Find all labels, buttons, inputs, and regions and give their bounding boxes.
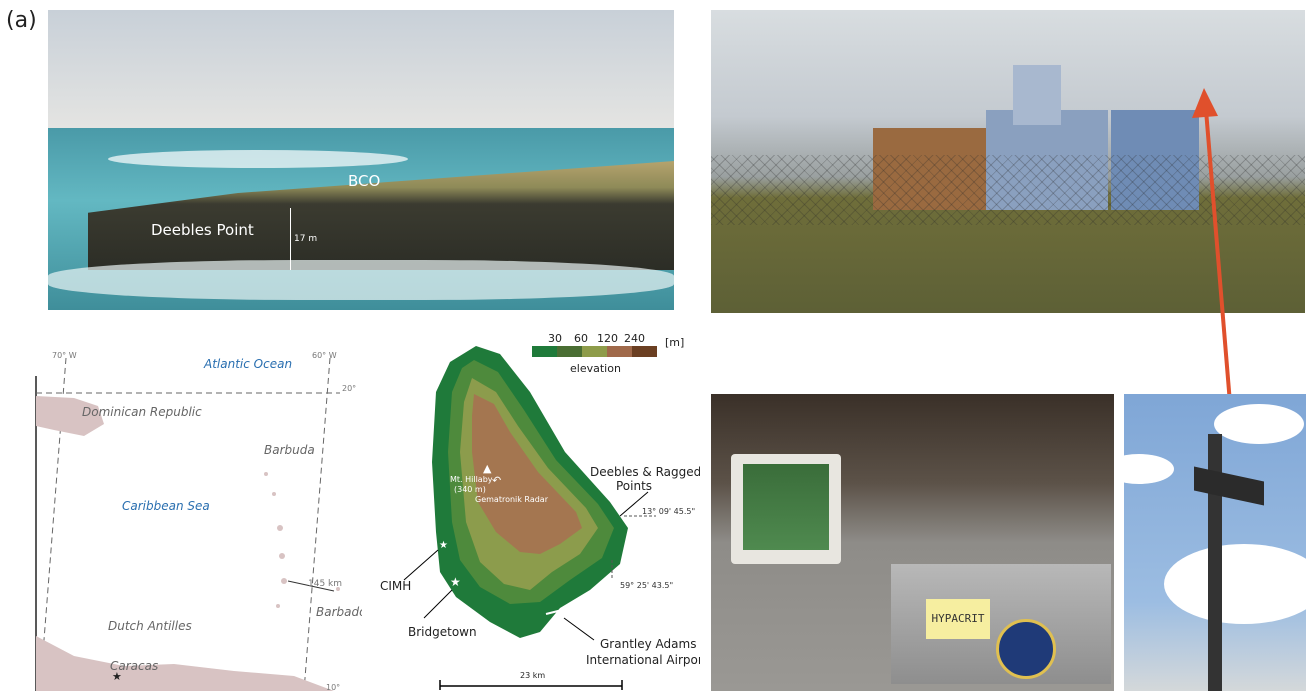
points-label: Deebles & Ragged bbox=[590, 465, 700, 479]
dutch-antilles-label: Dutch Antilles bbox=[108, 619, 192, 633]
distance-label: 145 km bbox=[308, 579, 342, 589]
mountain-label: Mt. Hillaby bbox=[450, 475, 493, 484]
mountain-icon: ▲ bbox=[483, 462, 492, 475]
lab-photo: HYPACRIT bbox=[711, 394, 1114, 691]
radar-icon: ↶ bbox=[492, 474, 501, 487]
bridgetown-star-icon: ★ bbox=[450, 575, 461, 589]
barbados-map: 30 60 120 240 [m] elevation ▲ Mt. Hillab… bbox=[380, 332, 700, 690]
point-label: Deebles Point bbox=[151, 221, 254, 239]
legend-swatch-2 bbox=[557, 346, 582, 357]
caracas-star-icon: ★ bbox=[112, 670, 122, 683]
bridgetown-label: Bridgetown bbox=[408, 625, 477, 639]
legend-swatch-4 bbox=[607, 346, 632, 357]
lat-label-20: 20° bbox=[342, 384, 356, 393]
lon-coord: 59° 25' 43.5" bbox=[620, 581, 673, 590]
monitor-screen bbox=[743, 464, 829, 550]
elevation-band-3 bbox=[472, 394, 582, 554]
legend-unit: [m] bbox=[665, 336, 684, 349]
panel-label: (a) bbox=[6, 8, 37, 33]
barbados-label: Barbados bbox=[316, 605, 362, 619]
sky-photo bbox=[1124, 394, 1306, 691]
legend-title: elevation bbox=[570, 362, 621, 375]
instrument-sign: HYPACRIT bbox=[926, 599, 990, 639]
radar-label: Gematronik Radar bbox=[475, 495, 549, 504]
dominican-label: Dominican Republic bbox=[82, 405, 202, 419]
legend-tick-240: 240 bbox=[624, 332, 645, 345]
lat-label-10: 10° bbox=[326, 683, 340, 691]
sensor-pole bbox=[1208, 434, 1222, 691]
height-indicator bbox=[290, 208, 291, 270]
elevation-legend: 30 60 120 240 [m] elevation bbox=[532, 332, 684, 375]
airport-label-1: Grantley Adams bbox=[600, 637, 696, 651]
sensor-plate bbox=[1194, 466, 1264, 506]
container-blue bbox=[1111, 110, 1199, 210]
barbuda-label: Barbuda bbox=[264, 443, 315, 457]
lon-label-70: 70° W bbox=[52, 351, 77, 360]
caracas-label: Caracas bbox=[110, 659, 158, 673]
legend-tick-120: 120 bbox=[597, 332, 618, 345]
station-photo bbox=[711, 10, 1305, 313]
lon-label-60: 60° W bbox=[312, 351, 337, 360]
caribbean-map: 70° W 60° W 20° 10° Atlantic Ocean Carib… bbox=[35, 351, 362, 691]
observatory-seal bbox=[996, 619, 1056, 679]
points-label-2: Points bbox=[616, 479, 652, 493]
lat-coord: 13° 09' 45.5" bbox=[642, 507, 695, 516]
scale-label: 23 km bbox=[520, 671, 545, 680]
airport-label-2: International Airport bbox=[586, 653, 700, 667]
legend-swatch-5 bbox=[632, 346, 657, 357]
container-tower bbox=[1013, 65, 1061, 125]
legend-tick-60: 60 bbox=[574, 332, 588, 345]
fence bbox=[711, 155, 1305, 225]
atlantic-label: Atlantic Ocean bbox=[203, 357, 292, 371]
caribbean-label: Caribbean Sea bbox=[122, 499, 210, 513]
mountain-height: (340 m) bbox=[454, 485, 486, 494]
legend-swatch-3 bbox=[582, 346, 607, 357]
height-label: 17 m bbox=[294, 234, 318, 244]
container-white bbox=[986, 110, 1108, 210]
cimh-star-icon: ★ bbox=[439, 540, 448, 551]
legend-swatch-1 bbox=[532, 346, 557, 357]
coast-photo: BCO Deebles Point 17 m bbox=[48, 10, 674, 310]
cimh-label: CIMH bbox=[380, 579, 411, 593]
site-label: BCO bbox=[348, 172, 381, 190]
legend-tick-30: 30 bbox=[548, 332, 562, 345]
container-rusty bbox=[873, 128, 987, 210]
